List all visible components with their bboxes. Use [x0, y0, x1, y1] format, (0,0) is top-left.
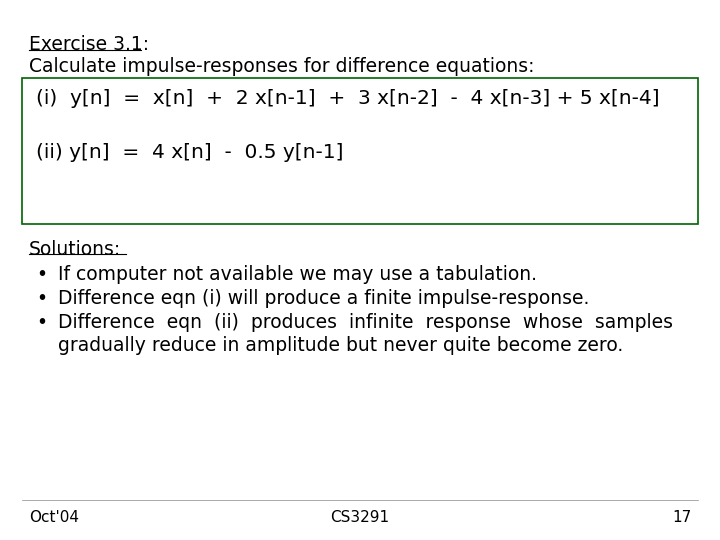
Text: 17: 17 [672, 510, 691, 525]
Text: Exercise 3.1:: Exercise 3.1: [29, 35, 149, 54]
Text: Calculate impulse-responses for difference equations:: Calculate impulse-responses for differen… [29, 57, 534, 76]
Text: Difference  eqn  (ii)  produces  infinite  response  whose  samples: Difference eqn (ii) produces infinite re… [58, 313, 672, 332]
Text: •: • [36, 289, 47, 308]
Text: CS3291: CS3291 [330, 510, 390, 525]
Text: Solutions:: Solutions: [29, 240, 121, 259]
Text: Difference eqn (i) will produce a finite impulse-response.: Difference eqn (i) will produce a finite… [58, 289, 589, 308]
Text: •: • [36, 265, 47, 284]
Text: Oct'04: Oct'04 [29, 510, 78, 525]
Text: (ii) y[n]  =  4 x[n]  -  0.5 y[n-1]: (ii) y[n] = 4 x[n] - 0.5 y[n-1] [36, 143, 343, 162]
Text: If computer not available we may use a tabulation.: If computer not available we may use a t… [58, 265, 536, 284]
Text: gradually reduce in amplitude but never quite become zero.: gradually reduce in amplitude but never … [58, 336, 623, 355]
Text: (i)  y[n]  =  x[n]  +  2 x[n-1]  +  3 x[n-2]  -  4 x[n-3] + 5 x[n-4]: (i) y[n] = x[n] + 2 x[n-1] + 3 x[n-2] - … [36, 89, 660, 108]
Text: •: • [36, 313, 47, 332]
